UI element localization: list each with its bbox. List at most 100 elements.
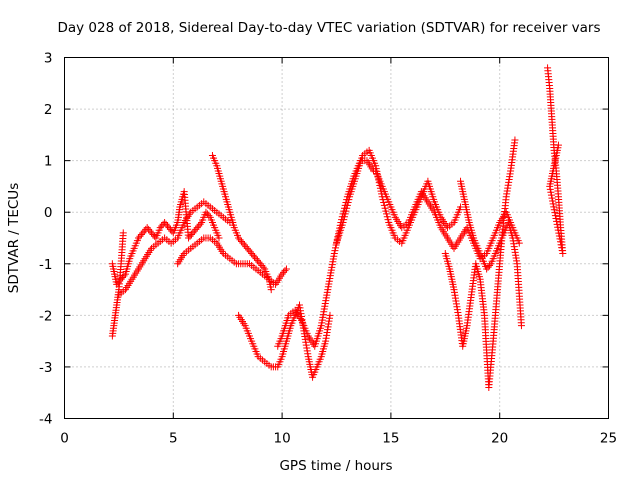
data-point xyxy=(146,227,154,235)
data-point xyxy=(339,219,347,227)
data-point xyxy=(190,227,198,235)
x-tick-label: 20 xyxy=(491,431,508,447)
data-point xyxy=(551,212,559,220)
data-point xyxy=(196,220,204,228)
y-tick-labels: -4 -3 -2 -1 0 1 2 3 xyxy=(39,51,52,428)
data-point xyxy=(384,216,392,224)
data-point xyxy=(556,235,564,243)
data-point xyxy=(242,243,250,251)
data-point xyxy=(549,197,557,205)
data-point xyxy=(237,237,245,245)
data-point xyxy=(205,212,213,220)
y-tick-label: -1 xyxy=(39,257,52,273)
x-tick-label: 5 xyxy=(169,431,178,447)
data-point xyxy=(557,238,565,246)
data-point xyxy=(550,203,558,211)
data-points xyxy=(108,64,567,392)
data-point xyxy=(120,272,128,280)
data-point xyxy=(166,225,174,233)
chart-title: Day 028 of 2018, Sidereal Day-to-day VTE… xyxy=(57,20,600,36)
data-point xyxy=(236,236,244,244)
y-tick-label: 2 xyxy=(44,102,53,118)
y-axis-label: SDTVAR / TECUs xyxy=(6,183,22,293)
data-point xyxy=(343,204,351,212)
data-point xyxy=(559,249,567,257)
data-point xyxy=(186,232,194,240)
data-point xyxy=(267,286,275,294)
data-point xyxy=(117,275,125,283)
data-point xyxy=(149,231,157,239)
data-point xyxy=(251,253,259,261)
data-point xyxy=(554,226,562,234)
data-point xyxy=(380,201,388,209)
data-point xyxy=(344,198,352,206)
data-point xyxy=(380,198,388,206)
data-point xyxy=(113,280,121,288)
data-point xyxy=(161,219,169,227)
data-point xyxy=(554,141,562,149)
x-tick-label: 15 xyxy=(382,431,399,447)
data-point xyxy=(278,270,286,278)
data-point xyxy=(547,191,555,199)
data-point xyxy=(558,244,566,252)
data-point xyxy=(553,220,561,228)
data-point xyxy=(136,232,144,240)
data-point xyxy=(148,229,156,237)
x-tick-label: 25 xyxy=(600,431,617,447)
data-point xyxy=(119,229,127,237)
x-tick-labels: 0 5 10 15 20 25 xyxy=(60,431,617,447)
data-point xyxy=(203,210,211,218)
data-point xyxy=(549,200,557,208)
data-point xyxy=(114,279,122,287)
data-point xyxy=(280,268,288,276)
grid-lines xyxy=(64,57,609,419)
data-point xyxy=(340,213,348,221)
data-point xyxy=(554,223,562,231)
data-point xyxy=(195,222,203,230)
data-point xyxy=(253,256,261,264)
data-point xyxy=(252,255,260,263)
data-point xyxy=(139,229,147,237)
data-point xyxy=(156,224,164,232)
data-point xyxy=(548,194,556,202)
data-point xyxy=(145,225,153,233)
data-point xyxy=(555,232,563,240)
data-point xyxy=(215,234,223,242)
data-point xyxy=(343,201,351,209)
y-tick-label: -3 xyxy=(39,360,52,376)
data-point xyxy=(483,265,491,273)
data-point xyxy=(557,241,565,249)
data-point xyxy=(552,214,560,222)
data-point xyxy=(340,216,348,224)
data-point xyxy=(381,204,389,212)
data-point xyxy=(383,213,391,221)
y-tick-label: 1 xyxy=(44,154,53,170)
data-point xyxy=(116,277,124,285)
data-point xyxy=(515,239,523,247)
data-point xyxy=(119,274,127,282)
data-point xyxy=(162,220,170,228)
y-tick-label: -4 xyxy=(39,412,52,428)
y-tick-label: 3 xyxy=(44,51,53,67)
data-point xyxy=(235,234,243,242)
data-point xyxy=(259,263,267,271)
data-point xyxy=(486,262,494,270)
data-point xyxy=(255,258,263,266)
data-point xyxy=(345,196,353,204)
data-point xyxy=(189,229,197,237)
data-point xyxy=(134,234,142,242)
data-point xyxy=(243,244,251,252)
axis-ticks xyxy=(64,57,609,419)
plot-frame xyxy=(64,57,609,419)
data-point xyxy=(382,207,390,215)
data-point xyxy=(282,265,290,273)
data-point xyxy=(193,224,201,232)
data-point xyxy=(258,262,266,270)
data-point xyxy=(185,234,193,242)
x-tick-label: 0 xyxy=(60,431,69,447)
data-point xyxy=(246,248,254,256)
y-tick-label: -2 xyxy=(39,308,52,324)
data-point xyxy=(192,225,200,233)
